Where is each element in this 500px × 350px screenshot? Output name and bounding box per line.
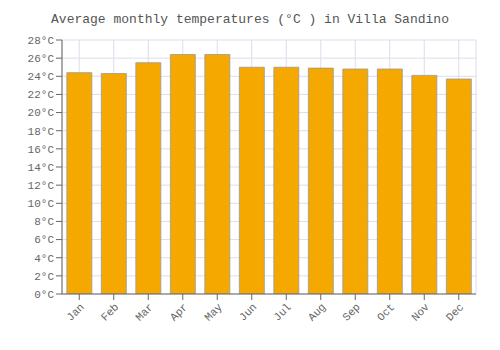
svg-text:Dec: Dec bbox=[444, 301, 466, 323]
svg-text:20°C: 20°C bbox=[28, 107, 55, 119]
svg-text:May: May bbox=[202, 301, 225, 324]
svg-text:Jun: Jun bbox=[237, 301, 259, 323]
svg-text:10°C: 10°C bbox=[28, 198, 55, 210]
html-text:Average monthly temperatures (: Average monthly temperatures (°C ) in Vi… bbox=[51, 12, 449, 27]
svg-text:8°C: 8°C bbox=[34, 216, 54, 228]
svg-text:Oct: Oct bbox=[375, 301, 397, 323]
svg-text:Sep: Sep bbox=[340, 301, 362, 323]
svg-text:Apr: Apr bbox=[168, 301, 190, 323]
svg-text:16°C: 16°C bbox=[28, 144, 55, 156]
svg-text:Jan: Jan bbox=[64, 301, 86, 323]
svg-text:12°C: 12°C bbox=[28, 180, 55, 192]
svg-text:4°C: 4°C bbox=[34, 253, 54, 265]
svg-text:24°C: 24°C bbox=[28, 71, 55, 83]
svg-text:28°C: 28°C bbox=[28, 35, 55, 47]
svg-text:0°C: 0°C bbox=[34, 289, 54, 301]
svg-text:Nov: Nov bbox=[409, 301, 432, 324]
svg-text:Aug: Aug bbox=[306, 301, 328, 323]
svg-text:Jul: Jul bbox=[271, 301, 293, 323]
svg-text:26°C: 26°C bbox=[28, 53, 55, 65]
svg-text:14°C: 14°C bbox=[28, 162, 55, 174]
svg-text:6°C: 6°C bbox=[34, 234, 54, 246]
svg-text:Mar: Mar bbox=[133, 301, 155, 323]
svg-text:2°C: 2°C bbox=[34, 271, 54, 283]
svg-text:18°C: 18°C bbox=[28, 126, 55, 138]
svg-text:Feb: Feb bbox=[99, 301, 121, 323]
svg-text:22°C: 22°C bbox=[28, 89, 55, 101]
